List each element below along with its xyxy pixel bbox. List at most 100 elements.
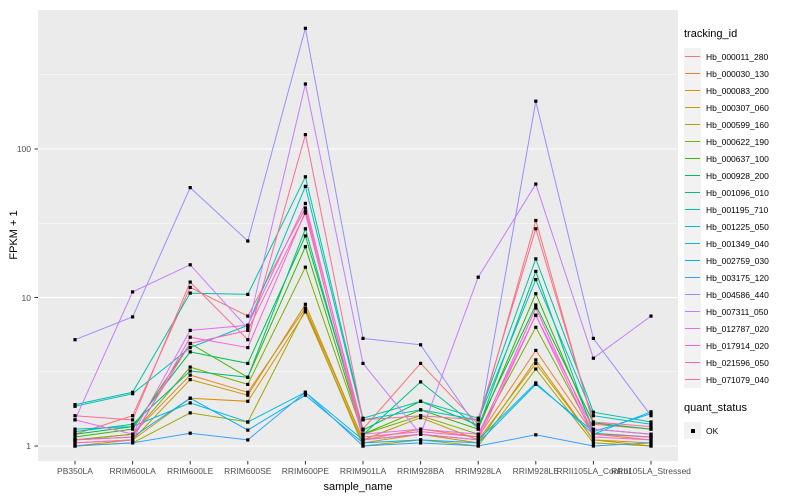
x-tick-label-RRIM928LA: RRIM928LA: [455, 466, 502, 476]
y-axis-title: FPKM + 1: [8, 210, 20, 260]
legend-item-label: Hb_004586_440: [706, 289, 769, 300]
legend-item-label: Hb_000307_060: [706, 102, 769, 113]
x-tick-label-RRIM600SE: RRIM600SE: [224, 466, 272, 476]
legend-key: [684, 218, 701, 235]
legend-key: [684, 133, 701, 150]
legend-item-label: Hb_000083_200: [706, 85, 769, 96]
legend-item-Hb_000599_160: Hb_000599_160: [684, 116, 798, 133]
legend-item-Hb_012787_020: Hb_012787_020: [684, 320, 798, 337]
legend-key: [684, 354, 701, 371]
series-color-line-icon: [685, 345, 700, 346]
legend-item-Hb_001349_040: Hb_001349_040: [684, 235, 798, 252]
series-color-line-icon: [685, 328, 700, 329]
legend-item-label: Hb_000622_190: [706, 136, 769, 147]
legend-item-Hb_003175_120: Hb_003175_120: [684, 269, 798, 286]
legend-key: [684, 65, 701, 82]
legend-key: [684, 150, 701, 167]
data-points: [73, 26, 653, 448]
legend: tracking_id Hb_000011_280 Hb_000030_130 Hb…: [684, 28, 798, 439]
legend-item-label: Hb_017914_020: [706, 340, 769, 351]
legend-item-Hb_000307_060: Hb_000307_060: [684, 99, 798, 116]
legend-item-label: Hb_071079_040: [706, 374, 769, 385]
series-color-line-icon: [685, 311, 700, 312]
series-color-line-icon: [685, 175, 700, 176]
legend-key: [684, 82, 701, 99]
legend-item-label: Hb_001349_040: [706, 238, 769, 249]
legend-item-label: Hb_001225_050: [706, 221, 769, 232]
legend-key: [684, 48, 701, 65]
x-tick-label-RRIM600PE: RRIM600PE: [281, 466, 330, 476]
legend-item-label: Hb_000011_280: [706, 51, 769, 62]
series-color-line-icon: [685, 141, 700, 142]
series-color-line-icon: [685, 294, 700, 295]
legend-item-Hb_001096_010: Hb_001096_010: [684, 184, 798, 201]
legend-item-Hb_000928_200: Hb_000928_200: [684, 167, 798, 184]
series-color-line-icon: [685, 226, 700, 227]
legend-item-ok: OK: [684, 422, 798, 439]
series-color-line-icon: [685, 277, 700, 278]
series-color-line-icon: [685, 107, 700, 108]
legend-item-label: Hb_012787_020: [706, 323, 769, 334]
series-color-line-icon: [685, 73, 700, 74]
legend-key: [684, 371, 701, 388]
legend-item-label: OK: [706, 425, 719, 436]
legend-title-tracking-id: tracking_id: [684, 28, 738, 40]
legend-item-label: Hb_000928_200: [706, 170, 769, 181]
legend-item-Hb_002759_030: Hb_002759_030: [684, 252, 798, 269]
series-color-line-icon: [685, 260, 700, 261]
x-tick-label-RRIM600LE: RRIM600LE: [167, 466, 214, 476]
legend-quant-section: quant_status OK: [684, 402, 798, 439]
series-color-line-icon: [685, 192, 700, 193]
legend-item-label: Hb_000599_160: [706, 119, 769, 130]
legend-key: [684, 116, 701, 133]
x-tick-label-PB350LA: PB350LA: [57, 466, 93, 476]
legend-tracking-items: Hb_000011_280 Hb_000030_130 Hb_000083_200 H…: [684, 48, 798, 388]
series-color-line-icon: [685, 124, 700, 125]
legend-item-Hb_000030_130: Hb_000030_130: [684, 65, 798, 82]
axis-tick-marks: [34, 148, 652, 465]
legend-item-Hb_017914_020: Hb_017914_020: [684, 337, 798, 354]
x-tick-label-RRII105LA_Stressed: RRII105LA_Stressed: [611, 466, 691, 476]
y-tick-label: 100: [16, 144, 31, 154]
legend-item-Hb_000622_190: Hb_000622_190: [684, 133, 798, 150]
y-tick-label: 1: [26, 441, 31, 451]
y-tick-label: 10: [21, 292, 31, 303]
series-color-line-icon: [685, 209, 700, 210]
legend-item-Hb_000011_280: Hb_000011_280: [684, 48, 798, 65]
x-tick-label-RRIM901LA: RRIM901LA: [339, 466, 387, 476]
series-color-line-icon: [685, 56, 700, 57]
legend-key: [684, 184, 701, 201]
legend-item-label: Hb_002759_030: [706, 255, 769, 266]
legend-item-label: Hb_001195_710: [706, 204, 769, 215]
series-color-line-icon: [685, 243, 700, 244]
legend-key: [684, 99, 701, 116]
series-color-line-icon: [685, 158, 700, 159]
x-tick-label-RRII105LA_Control: RRII105LA_Control: [556, 466, 631, 476]
series-color-line-icon: [685, 379, 700, 380]
legend-item-Hb_000637_100: Hb_000637_100: [684, 150, 798, 167]
legend-item-label: Hb_021596_050: [706, 357, 769, 368]
series-color-line-icon: [685, 90, 700, 91]
x-tick-label-RRIM600LA: RRIM600LA: [109, 466, 156, 476]
legend-item-Hb_007311_050: Hb_007311_050: [684, 303, 798, 320]
legend-key: [684, 252, 701, 269]
black-square-point-icon: [691, 429, 695, 433]
legend-item-label: Hb_000637_100: [706, 153, 769, 164]
legend-key: [684, 269, 701, 286]
legend-item-Hb_000083_200: Hb_000083_200: [684, 82, 798, 99]
legend-item-label: Hb_003175_120: [706, 272, 769, 283]
legend-item-Hb_071079_040: Hb_071079_040: [684, 371, 798, 388]
legend-item-Hb_021596_050: Hb_021596_050: [684, 354, 798, 371]
x-tick-label-RRIM928BA: RRIM928BA: [396, 466, 445, 476]
legend-key: [684, 235, 701, 252]
legend-key: [684, 303, 701, 320]
legend-item-label: Hb_000030_130: [706, 68, 769, 79]
x-tick-label-RRIM928LE: RRIM928LE: [512, 466, 559, 476]
legend-item-Hb_001195_710: Hb_001195_710: [684, 201, 798, 218]
legend-title-quant-status: quant_status: [684, 402, 747, 414]
series-color-line-icon: [685, 362, 700, 363]
legend-item-Hb_004586_440: Hb_004586_440: [684, 286, 798, 303]
legend-item-label: Hb_007311_050: [706, 306, 769, 317]
